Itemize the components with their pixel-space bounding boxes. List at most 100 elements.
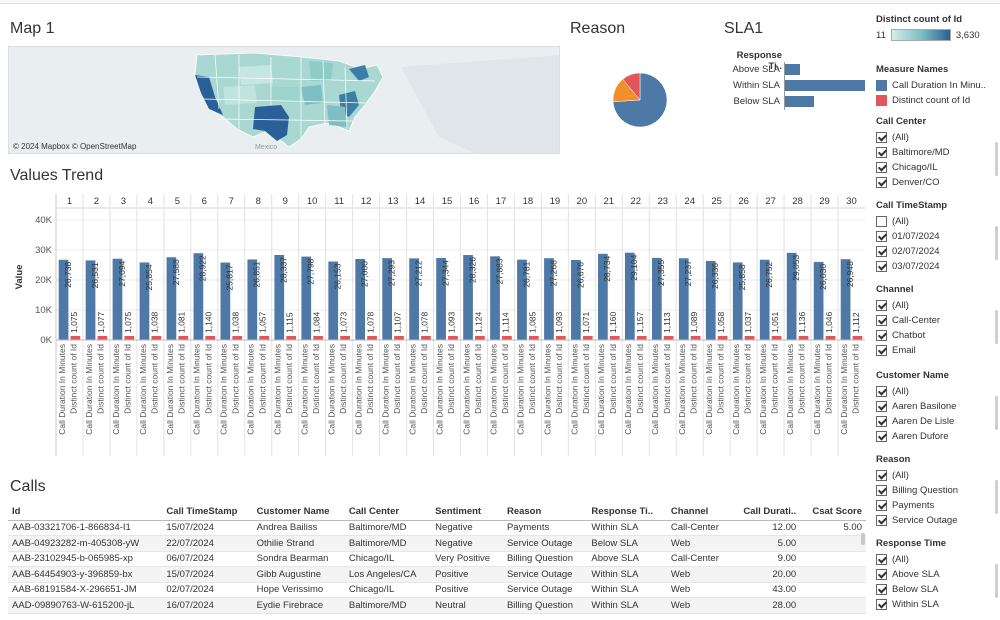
calls-column-header[interactable]: Call Center bbox=[344, 504, 432, 521]
trend-bar-distinct-count[interactable] bbox=[286, 336, 297, 340]
checkbox[interactable] bbox=[876, 386, 887, 397]
filter-option[interactable]: Chicago/IL bbox=[876, 160, 1000, 175]
checkbox[interactable] bbox=[876, 147, 887, 158]
trend-bar-distinct-count[interactable] bbox=[502, 336, 512, 340]
trend-bar-distinct-count[interactable] bbox=[448, 336, 458, 340]
trend-bar-call-duration[interactable] bbox=[624, 252, 635, 340]
filter-option[interactable]: Below SLA bbox=[876, 582, 1000, 597]
calls-column-header[interactable]: Response Ti.. bbox=[587, 504, 667, 521]
filter-option[interactable]: Baltimore/MD bbox=[876, 145, 1000, 160]
checkbox[interactable] bbox=[876, 231, 887, 242]
table-row[interactable]: AAD-09890763-W-615200-jL 16/07/2024 Eydie … bbox=[8, 597, 866, 614]
trend-bar-distinct-count[interactable] bbox=[798, 336, 809, 340]
measure-legend-item[interactable]: Distinct count of Id bbox=[876, 93, 1000, 108]
calls-column-header[interactable]: Customer Name bbox=[252, 504, 345, 521]
filter-scrollbar[interactable] bbox=[995, 142, 998, 176]
calls-table-scroll-thumb[interactable] bbox=[861, 533, 865, 545]
filter-scrollbar[interactable] bbox=[995, 310, 998, 344]
trend-bar-call-duration[interactable] bbox=[598, 253, 608, 340]
sla-bar[interactable] bbox=[785, 64, 801, 75]
trend-bar-call-duration[interactable] bbox=[382, 258, 393, 340]
trend-bar-distinct-count[interactable] bbox=[825, 336, 836, 340]
checkbox[interactable] bbox=[876, 246, 887, 257]
trend-bar-distinct-count[interactable] bbox=[313, 336, 323, 340]
trend-bar-distinct-count[interactable] bbox=[259, 336, 270, 340]
filter-scrollbar[interactable] bbox=[995, 396, 998, 430]
checkbox[interactable] bbox=[876, 485, 887, 496]
checkbox[interactable] bbox=[876, 162, 887, 173]
filter-option[interactable]: Billing Question bbox=[876, 483, 1000, 498]
trend-bar-call-duration[interactable] bbox=[409, 258, 419, 340]
calls-column-header[interactable]: Csat Score bbox=[800, 504, 866, 521]
trend-bar-distinct-count[interactable] bbox=[70, 336, 81, 340]
filter-option[interactable]: Call-Center bbox=[876, 313, 1000, 328]
trend-bar-call-duration[interactable] bbox=[436, 257, 446, 340]
trend-bar-call-duration[interactable] bbox=[705, 260, 716, 340]
checkbox[interactable] bbox=[876, 300, 887, 311]
calls-column-header[interactable]: Id bbox=[8, 504, 163, 521]
filter-option[interactable]: (All) bbox=[876, 130, 1000, 145]
calls-column-header[interactable]: Reason bbox=[502, 504, 588, 521]
trend-bar-call-duration[interactable] bbox=[786, 252, 797, 340]
checkbox[interactable] bbox=[876, 177, 887, 188]
table-row[interactable]: AAB-68191584-X-296651-JM 02/07/2024 Hope V… bbox=[8, 582, 866, 598]
values-trend-chart[interactable]: 0K 10K 20K 30K 40K Value 1 26,738 1,075 Call Dura… bbox=[8, 194, 866, 456]
filter-option[interactable]: (All) bbox=[876, 384, 1000, 399]
filter-option[interactable]: Above SLA bbox=[876, 567, 1000, 582]
checkbox[interactable] bbox=[876, 416, 887, 427]
checkbox[interactable] bbox=[876, 554, 887, 565]
trend-bar-call-duration[interactable] bbox=[651, 257, 662, 340]
sla-bar[interactable] bbox=[785, 96, 814, 107]
trend-bar-distinct-count[interactable] bbox=[690, 336, 701, 340]
filter-option[interactable]: Payments bbox=[876, 498, 1000, 513]
trend-bar-call-duration[interactable] bbox=[490, 256, 500, 340]
trend-bar-call-duration[interactable] bbox=[759, 259, 770, 340]
trend-bar-call-duration[interactable] bbox=[328, 261, 339, 340]
calls-column-header[interactable]: Call Durati.. bbox=[730, 504, 801, 521]
filter-option[interactable]: Service Outage bbox=[876, 513, 1000, 528]
trend-bar-distinct-count[interactable] bbox=[717, 336, 728, 340]
trend-bar-call-duration[interactable] bbox=[732, 262, 743, 340]
trend-bar-distinct-count[interactable] bbox=[97, 336, 108, 340]
trend-bar-distinct-count[interactable] bbox=[528, 336, 539, 340]
filter-option[interactable]: Aaren Basilone bbox=[876, 399, 1000, 414]
trend-bar-distinct-count[interactable] bbox=[636, 336, 647, 340]
checkbox[interactable] bbox=[876, 470, 887, 481]
filter-option[interactable]: 03/07/2024 bbox=[876, 259, 1000, 274]
trend-bar-call-duration[interactable] bbox=[840, 259, 851, 340]
trend-bar-distinct-count[interactable] bbox=[555, 336, 566, 340]
trend-bar-call-duration[interactable] bbox=[247, 259, 258, 340]
trend-bar-distinct-count[interactable] bbox=[124, 336, 135, 340]
filter-option[interactable]: Email bbox=[876, 343, 1000, 358]
trend-bar-call-duration[interactable] bbox=[112, 258, 123, 340]
filter-option[interactable]: 01/07/2024 bbox=[876, 229, 1000, 244]
trend-bar-distinct-count[interactable] bbox=[367, 336, 377, 340]
filter-option[interactable]: Chatbot bbox=[876, 328, 1000, 343]
trend-bar-distinct-count[interactable] bbox=[771, 336, 782, 340]
checkbox[interactable] bbox=[876, 345, 887, 356]
filter-option[interactable]: 02/07/2024 bbox=[876, 244, 1000, 259]
trend-bar-call-duration[interactable] bbox=[85, 260, 96, 340]
table-row[interactable]: AAB-64454903-y-396859-bx 15/07/2024 Gibb A… bbox=[8, 566, 866, 583]
checkbox[interactable] bbox=[876, 315, 887, 326]
calls-column-header[interactable]: Channel bbox=[666, 504, 731, 521]
checkbox[interactable] bbox=[876, 500, 887, 511]
filter-option[interactable]: Aaren Dufore bbox=[876, 429, 1000, 444]
calls-column-header[interactable]: Call TimeStamp bbox=[162, 504, 253, 521]
checkbox[interactable] bbox=[876, 216, 887, 227]
table-row[interactable]: AAB-03321706-1-866834-I1 15/07/2024 Andrea… bbox=[8, 520, 866, 536]
checkbox[interactable] bbox=[876, 569, 887, 580]
trend-bar-call-duration[interactable] bbox=[301, 256, 312, 340]
filter-option[interactable]: (All) bbox=[876, 468, 1000, 483]
trend-bar-distinct-count[interactable] bbox=[582, 336, 593, 340]
trend-bar-call-duration[interactable] bbox=[193, 253, 204, 340]
checkbox[interactable] bbox=[876, 599, 887, 610]
sla-bar[interactable] bbox=[785, 80, 865, 91]
checkbox[interactable] bbox=[876, 330, 887, 341]
measure-legend-item[interactable]: Call Duration In Minu.. bbox=[876, 78, 1000, 93]
trend-bar-call-duration[interactable] bbox=[813, 261, 824, 340]
filter-scrollbar[interactable] bbox=[995, 480, 998, 514]
table-row[interactable]: AAB-23102945-b-065985-xp 06/07/2024 Sondra… bbox=[8, 551, 866, 567]
checkbox[interactable] bbox=[876, 132, 887, 143]
trend-bar-distinct-count[interactable] bbox=[744, 336, 755, 340]
